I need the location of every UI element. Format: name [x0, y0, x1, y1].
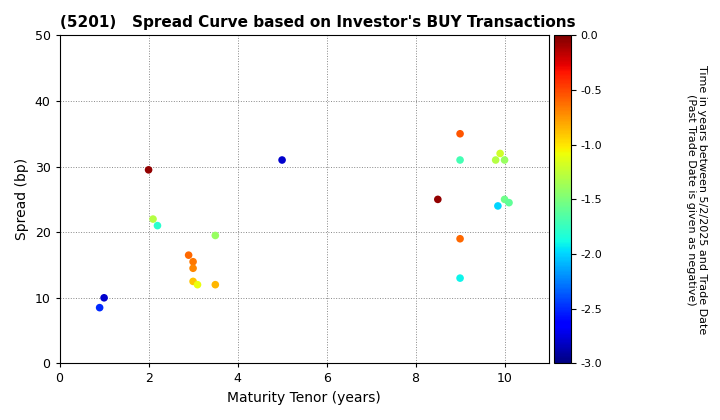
Point	[143, 166, 154, 173]
Point	[183, 252, 194, 258]
Text: (5201)   Spread Curve based on Investor's BUY Transactions: (5201) Spread Curve based on Investor's …	[60, 15, 575, 30]
Point	[94, 304, 105, 311]
Y-axis label: Spread (bp): Spread (bp)	[15, 158, 29, 240]
Point	[148, 216, 159, 223]
Point	[492, 202, 504, 209]
Point	[454, 157, 466, 163]
Point	[187, 265, 199, 272]
Point	[499, 157, 510, 163]
Point	[276, 157, 288, 163]
Point	[454, 130, 466, 137]
Point	[210, 281, 221, 288]
Point	[210, 232, 221, 239]
Point	[99, 294, 110, 301]
Point	[503, 200, 515, 206]
Point	[187, 258, 199, 265]
Point	[454, 275, 466, 281]
Y-axis label: Time in years between 5/2/2025 and Trade Date
(Past Trade Date is given as negat: Time in years between 5/2/2025 and Trade…	[685, 65, 707, 334]
Point	[152, 222, 163, 229]
Point	[192, 281, 203, 288]
Point	[499, 196, 510, 203]
Point	[495, 150, 506, 157]
Point	[187, 278, 199, 285]
X-axis label: Maturity Tenor (years): Maturity Tenor (years)	[228, 391, 381, 405]
Point	[432, 196, 444, 203]
Point	[454, 235, 466, 242]
Point	[490, 157, 501, 163]
